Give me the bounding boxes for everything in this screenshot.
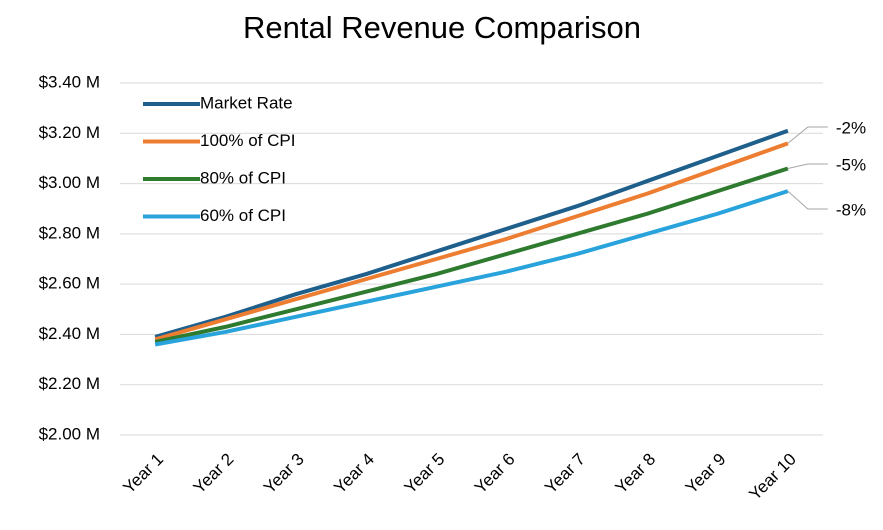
chart-title: Rental Revenue Comparison — [243, 10, 641, 45]
x-tick-label: Year 5 — [401, 450, 449, 498]
y-tick-label: $3.40 M — [39, 72, 100, 91]
x-tick-label: Year 10 — [745, 450, 799, 504]
y-tick-label: $2.20 M — [39, 374, 100, 393]
x-tick-label: Year 3 — [260, 450, 308, 498]
x-tick-label: Year 6 — [471, 450, 519, 498]
series-line — [154, 128, 789, 339]
annotation: -5% — [836, 155, 866, 174]
series-line — [154, 166, 789, 344]
leader-line — [787, 126, 828, 144]
legend-label: 100% of CPI — [200, 131, 295, 150]
y-tick-label: $3.00 M — [39, 173, 100, 192]
series-line — [154, 189, 789, 347]
x-tick-label: Year 1 — [119, 450, 167, 498]
y-tick-label: $2.60 M — [39, 274, 100, 293]
x-tick-label: Year 9 — [682, 450, 730, 498]
y-tick-label: $2.00 M — [39, 424, 100, 443]
leader-line — [787, 190, 828, 210]
x-tick-label: Year 4 — [330, 450, 378, 498]
legend-label: 80% of CPI — [200, 168, 286, 187]
legend-label: 60% of CPI — [200, 206, 286, 225]
annotation: -2% — [836, 118, 866, 137]
y-tick-label: $3.20 M — [39, 123, 100, 142]
x-tick-label: Year 8 — [611, 450, 659, 498]
y-tick-label: $2.80 M — [39, 223, 100, 242]
x-tick-label: Year 2 — [190, 450, 238, 498]
x-tick-label: Year 7 — [541, 450, 589, 498]
y-tick-label: $2.40 M — [39, 324, 100, 343]
annotation: -8% — [836, 200, 866, 219]
leader-line — [787, 163, 828, 169]
series-line — [154, 141, 789, 342]
legend-label: Market Rate — [200, 93, 293, 112]
